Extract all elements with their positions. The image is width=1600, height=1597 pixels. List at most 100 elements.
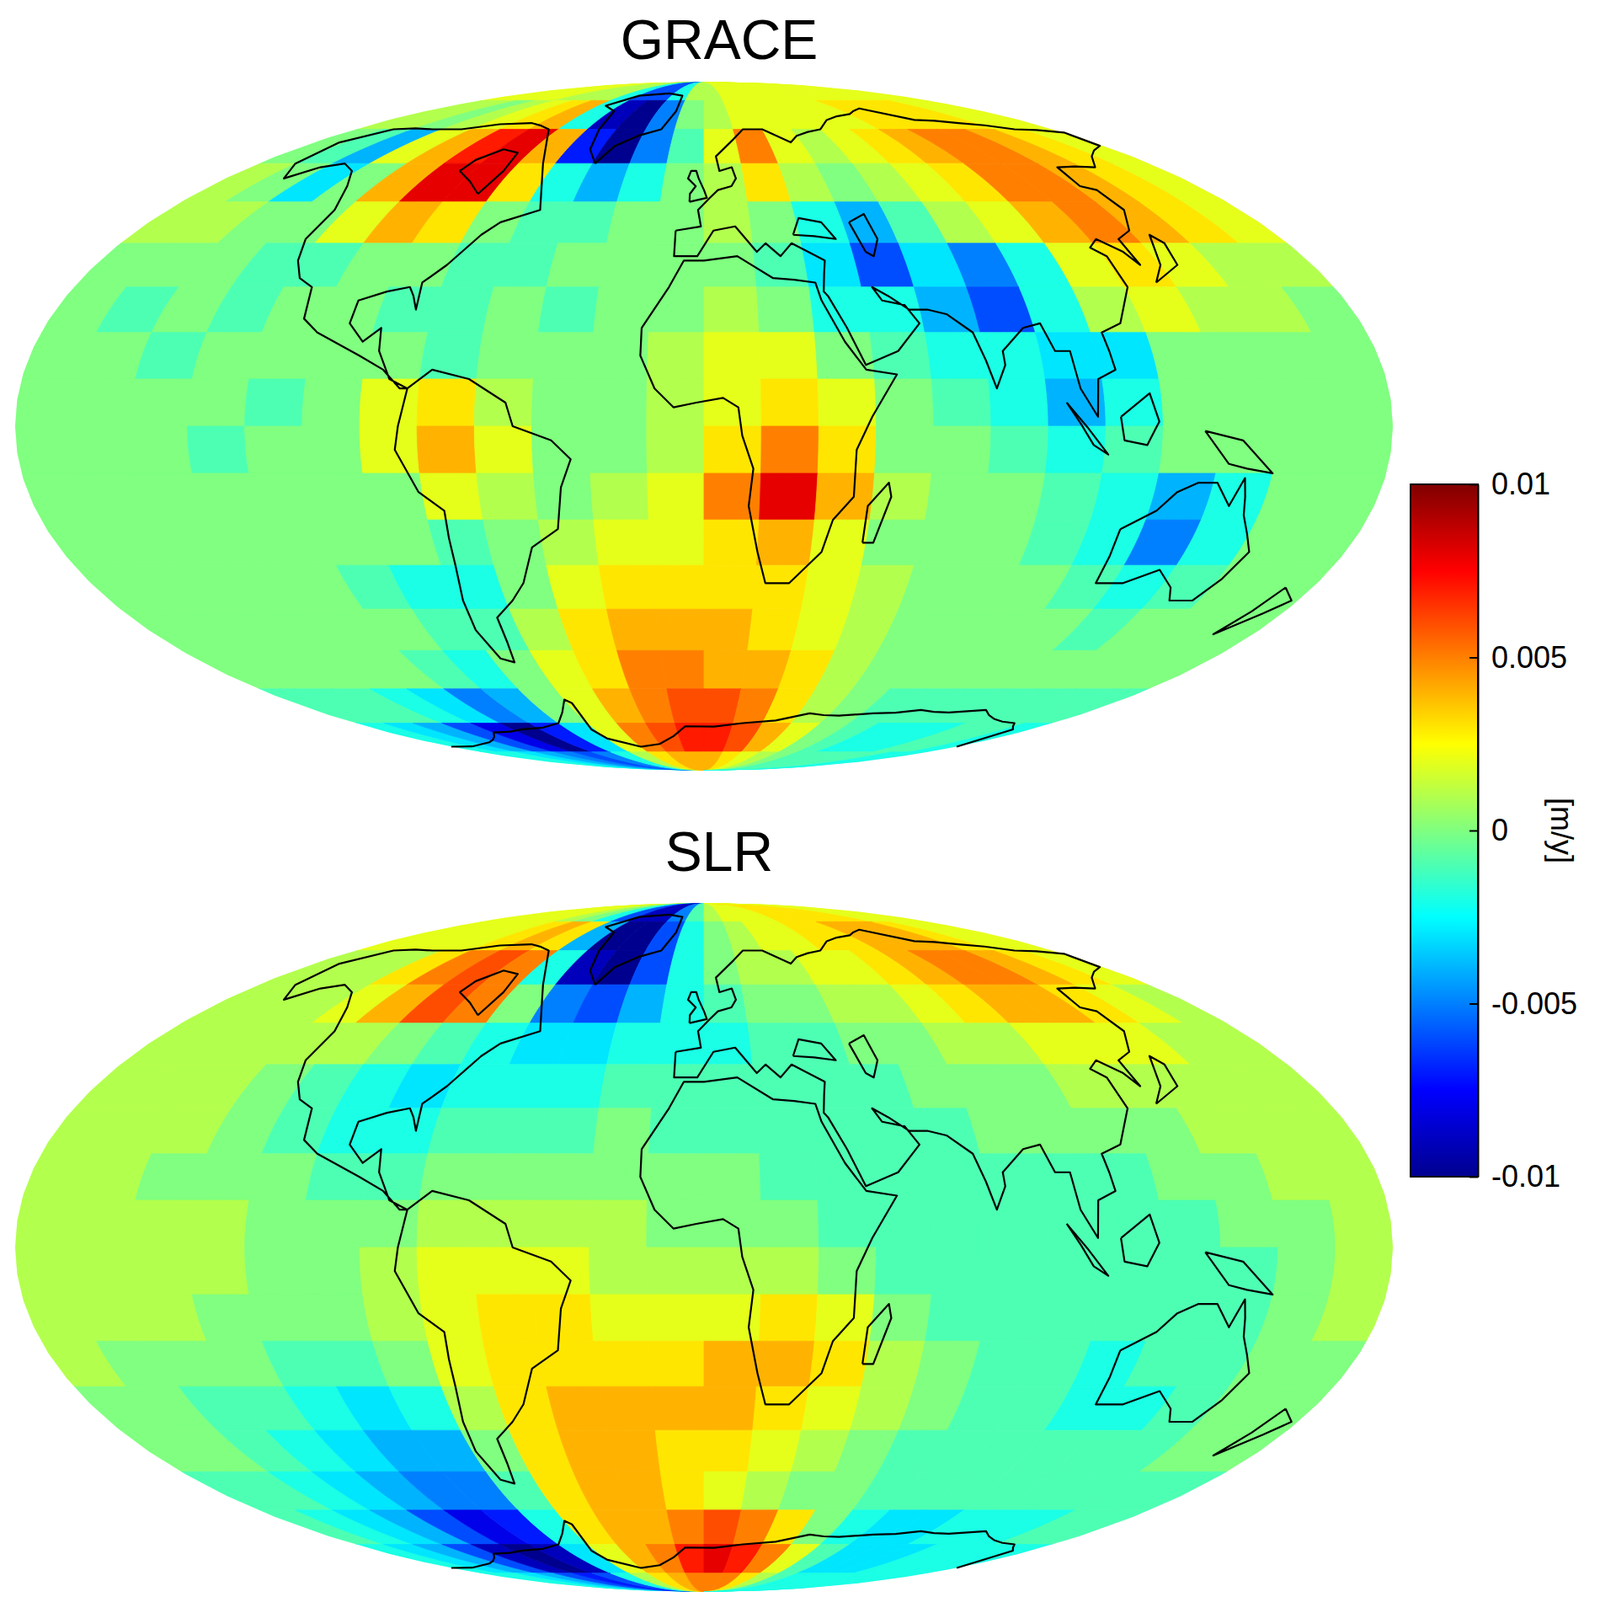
cell bbox=[759, 1294, 818, 1341]
cell bbox=[72, 1200, 136, 1248]
cell bbox=[1329, 1200, 1393, 1248]
cell bbox=[931, 378, 992, 427]
cell bbox=[187, 1247, 250, 1295]
cell bbox=[809, 519, 870, 566]
tick-mark bbox=[1469, 830, 1478, 832]
cell bbox=[302, 1200, 363, 1248]
cell bbox=[538, 1340, 599, 1387]
cell bbox=[809, 1108, 870, 1154]
cell bbox=[980, 1294, 1046, 1341]
cell bbox=[427, 1108, 495, 1154]
cell bbox=[610, 752, 704, 771]
cell bbox=[1312, 332, 1387, 379]
cell bbox=[1024, 1509, 1150, 1545]
cell bbox=[759, 473, 818, 520]
cell bbox=[1216, 378, 1279, 427]
cell bbox=[814, 473, 875, 520]
cell bbox=[617, 163, 667, 202]
cell bbox=[704, 378, 762, 427]
cell bbox=[129, 426, 192, 474]
cell bbox=[666, 949, 704, 985]
cell bbox=[660, 984, 704, 1023]
cell bbox=[655, 1023, 704, 1065]
cell bbox=[666, 128, 704, 164]
cell bbox=[305, 473, 373, 520]
cell bbox=[646, 332, 704, 379]
cell bbox=[538, 287, 599, 333]
cell bbox=[1272, 378, 1336, 427]
cell bbox=[1045, 426, 1106, 474]
cell bbox=[479, 1573, 704, 1592]
cell bbox=[359, 1247, 420, 1295]
cell bbox=[890, 1544, 1024, 1574]
tick-label: -0.01 bbox=[1491, 1158, 1561, 1194]
tick: 0.01 bbox=[1469, 466, 1551, 502]
cell bbox=[1238, 243, 1334, 288]
cell bbox=[187, 1200, 250, 1248]
cell bbox=[359, 426, 420, 474]
cell bbox=[931, 1200, 992, 1248]
cell bbox=[704, 1386, 757, 1430]
cell bbox=[617, 1471, 667, 1510]
cell bbox=[1035, 473, 1103, 520]
cell bbox=[554, 1573, 704, 1592]
cell bbox=[874, 1200, 934, 1248]
tick: 0 bbox=[1469, 812, 1509, 848]
cell bbox=[646, 1247, 704, 1295]
cell bbox=[685, 902, 704, 922]
cell bbox=[646, 1294, 704, 1341]
cell bbox=[546, 1064, 608, 1109]
cell bbox=[666, 752, 704, 771]
cell bbox=[187, 378, 250, 427]
cell bbox=[538, 519, 599, 566]
cell bbox=[476, 473, 539, 520]
cell bbox=[129, 1200, 192, 1248]
cell bbox=[1024, 688, 1150, 724]
tick-label: 0.005 bbox=[1491, 640, 1568, 675]
cell bbox=[590, 1294, 649, 1341]
cell bbox=[1238, 1064, 1334, 1109]
coastline bbox=[283, 93, 1292, 747]
cell bbox=[761, 1200, 820, 1248]
cell bbox=[617, 650, 667, 688]
cell bbox=[655, 608, 704, 651]
cell bbox=[498, 81, 704, 101]
coastline bbox=[283, 914, 1292, 1568]
cell bbox=[572, 81, 704, 101]
cell bbox=[546, 243, 608, 288]
cell bbox=[476, 1153, 539, 1200]
cell bbox=[924, 1153, 988, 1200]
cell bbox=[909, 723, 1053, 752]
cell bbox=[1281, 1340, 1367, 1387]
cell bbox=[532, 1200, 591, 1248]
cell bbox=[685, 752, 704, 771]
cell bbox=[476, 332, 539, 379]
cell bbox=[589, 1247, 648, 1295]
cell bbox=[1045, 1247, 1106, 1295]
cell bbox=[660, 1471, 704, 1510]
cell bbox=[809, 1340, 870, 1387]
cell bbox=[704, 1200, 762, 1248]
cell bbox=[1035, 1294, 1103, 1341]
cell bbox=[15, 1247, 79, 1295]
cell bbox=[416, 1247, 477, 1295]
cell bbox=[1329, 426, 1393, 474]
cell bbox=[535, 1573, 704, 1592]
cell bbox=[817, 426, 876, 474]
cell bbox=[629, 1573, 704, 1592]
cell bbox=[15, 1200, 79, 1248]
cell bbox=[416, 1200, 477, 1248]
cell bbox=[647, 81, 704, 101]
cell bbox=[362, 1294, 428, 1341]
cell bbox=[759, 1153, 818, 1200]
cell bbox=[655, 1429, 704, 1472]
cell bbox=[305, 1294, 373, 1341]
cell bbox=[629, 902, 704, 922]
cell bbox=[1102, 1200, 1164, 1248]
cell bbox=[187, 426, 250, 474]
cell bbox=[647, 1573, 704, 1592]
cell bbox=[129, 1247, 192, 1295]
cell bbox=[546, 565, 608, 609]
cell bbox=[924, 332, 988, 379]
tick-mark bbox=[1469, 1002, 1478, 1005]
